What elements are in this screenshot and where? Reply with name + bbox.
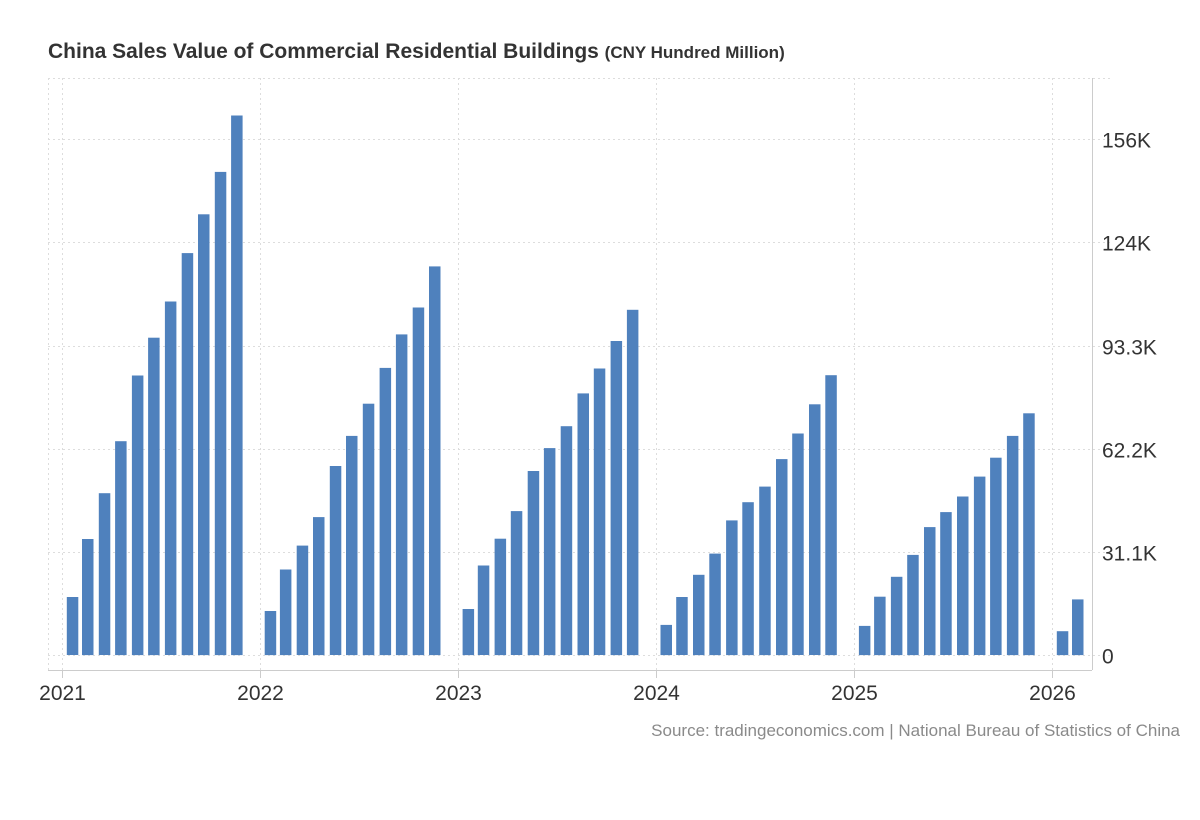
bar bbox=[792, 433, 804, 655]
y-tick-label: 62.2K bbox=[1102, 440, 1157, 463]
bar bbox=[362, 403, 375, 656]
bar bbox=[973, 476, 986, 655]
chart-title-text: China Sales Value of Commercial Resident… bbox=[48, 40, 599, 63]
bar bbox=[776, 459, 788, 656]
bar bbox=[98, 493, 111, 655]
bar bbox=[231, 115, 243, 656]
bar bbox=[990, 457, 1002, 655]
bar bbox=[907, 554, 919, 656]
bar bbox=[379, 367, 392, 656]
y-tick-label: 0 bbox=[1102, 646, 1114, 669]
bar bbox=[924, 527, 936, 656]
chart-source: Source: tradingeconomics.com | National … bbox=[651, 721, 1180, 740]
bar bbox=[462, 609, 475, 656]
bar bbox=[940, 512, 952, 655]
x-tick-label: 2025 bbox=[831, 682, 878, 705]
bar bbox=[494, 538, 507, 656]
bar bbox=[825, 375, 837, 656]
y-tick-label: 31.1K bbox=[1102, 543, 1157, 566]
bar bbox=[957, 496, 969, 655]
bar bbox=[477, 565, 490, 655]
x-tick-label: 2024 bbox=[633, 682, 680, 705]
bar bbox=[429, 266, 441, 656]
bar bbox=[1056, 631, 1069, 656]
y-tick-label: 93.3K bbox=[1102, 337, 1157, 360]
x-tick-labels: 2021 2022 2023 2024 2025 2026 bbox=[39, 682, 1076, 705]
bar bbox=[131, 375, 144, 656]
bar bbox=[890, 576, 903, 656]
bar bbox=[709, 553, 721, 656]
x-tick-label: 2022 bbox=[237, 682, 284, 705]
x-tick-label: 2023 bbox=[435, 682, 482, 705]
bar bbox=[82, 539, 94, 656]
bar bbox=[412, 307, 425, 656]
y-tick-labels: 0 31.1K 62.2K 93.3K 124K 156K bbox=[1102, 130, 1157, 669]
bar bbox=[593, 368, 606, 655]
y-tick-label: 124K bbox=[1102, 233, 1151, 256]
bar bbox=[198, 214, 210, 656]
bar bbox=[148, 337, 160, 656]
bar bbox=[1072, 599, 1084, 656]
bar bbox=[395, 334, 408, 656]
bar bbox=[510, 511, 523, 655]
x-tick-label: 2026 bbox=[1029, 682, 1076, 705]
bar bbox=[676, 597, 688, 655]
chart-unit: (CNY Hundred Million) bbox=[604, 43, 785, 62]
bar bbox=[809, 404, 821, 655]
bar bbox=[279, 569, 292, 656]
x-tick-label: 2021 bbox=[39, 682, 86, 705]
bar bbox=[66, 597, 79, 655]
bar bbox=[874, 596, 886, 656]
bar bbox=[164, 301, 177, 655]
bar bbox=[115, 441, 127, 656]
bar bbox=[626, 309, 639, 656]
bar bbox=[214, 171, 227, 656]
bar bbox=[543, 448, 556, 656]
bar bbox=[181, 253, 194, 656]
bar bbox=[527, 471, 540, 656]
bars bbox=[66, 115, 1084, 656]
bar bbox=[560, 426, 573, 655]
bar bbox=[296, 545, 309, 655]
bar bbox=[1006, 435, 1019, 656]
y-tick-label: 156K bbox=[1102, 130, 1151, 153]
bar bbox=[693, 574, 705, 656]
bar bbox=[742, 502, 754, 656]
bar bbox=[329, 466, 342, 655]
bar bbox=[313, 517, 325, 656]
bar bbox=[759, 486, 771, 656]
bar bbox=[264, 611, 277, 656]
axes bbox=[48, 78, 1093, 678]
chart-title: China Sales Value of Commercial Resident… bbox=[48, 40, 785, 64]
bar bbox=[726, 520, 738, 656]
bar bbox=[610, 341, 623, 656]
bar bbox=[577, 393, 589, 656]
bar bbox=[346, 435, 358, 656]
bar bbox=[660, 624, 672, 656]
bar bbox=[858, 625, 871, 656]
bar bbox=[1023, 413, 1035, 656]
